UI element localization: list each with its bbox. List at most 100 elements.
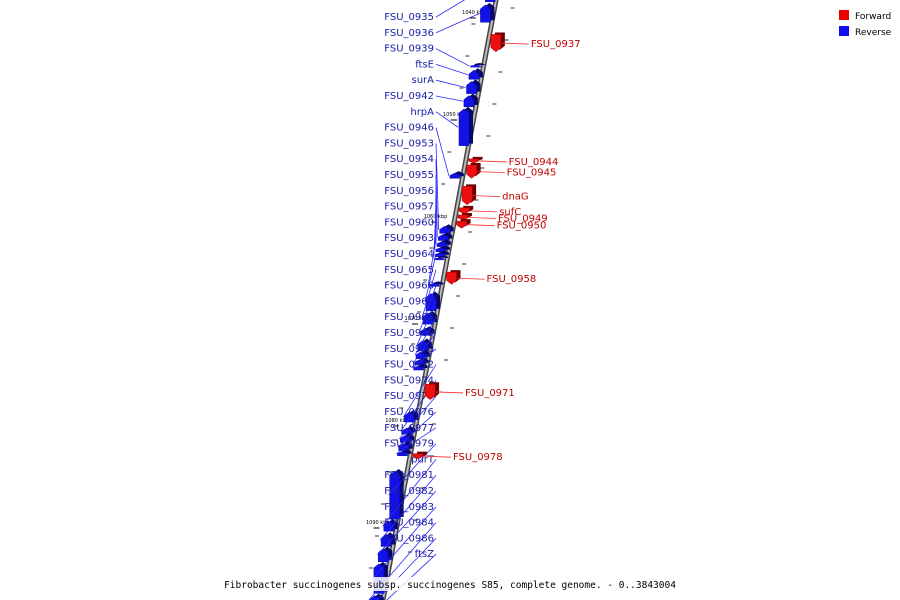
- gene-label[interactable]: FSU_0970: [384, 344, 434, 355]
- reverse-gene-FSU_0966[interactable]: FSU_0966: [384, 281, 437, 336]
- reverse-gene-FSU_0954[interactable]: FSU_0954: [384, 154, 453, 241]
- gene-label[interactable]: FSU_0983: [384, 502, 434, 513]
- reverse-gene-FSU_0982[interactable]: FSU_0982: [377, 486, 437, 563]
- forward-gene-FSU_0937[interactable]: FSU_0937: [490, 32, 581, 53]
- gene-label[interactable]: FSU_0957: [384, 202, 434, 213]
- reverse-gene-FSU_0946[interactable]: FSU_0946: [384, 123, 464, 179]
- gene-label[interactable]: FSU_0982: [384, 486, 434, 497]
- gene-leader-line: [397, 411, 437, 448]
- gene-leader-line: [435, 0, 466, 18]
- reverse-gene-FSU_0942[interactable]: FSU_0942: [384, 91, 478, 108]
- gene-label[interactable]: FSU_0975: [384, 391, 434, 402]
- gene-body: [433, 257, 445, 261]
- reverse-gene-FSU_0975[interactable]: FSU_0975: [384, 391, 437, 443]
- reverse-gene-FSU_0972[interactable]: FSU_0972: [384, 360, 437, 423]
- reverse-gene-ftsE[interactable]: ftsE: [415, 59, 483, 80]
- gene-label[interactable]: ftsZ: [415, 549, 434, 560]
- gene-label[interactable]: FSU_0960: [384, 217, 434, 228]
- gene-label[interactable]: FSU_0954: [384, 154, 434, 165]
- gene-leader-line: [470, 210, 498, 213]
- gene-label[interactable]: FSU_0946: [384, 123, 434, 134]
- gene-label[interactable]: FSU_0969: [384, 328, 434, 339]
- gene-label[interactable]: FSU_0977: [384, 423, 434, 434]
- gene-label[interactable]: FSU_0936: [384, 28, 434, 39]
- reverse-gene-FSU_0963[interactable]: FSU_0963: [384, 233, 444, 287]
- gene-body: [458, 207, 470, 215]
- reverse-gene-FSU_0986[interactable]: FSU_0986: [367, 533, 437, 600]
- gene-body: [437, 234, 449, 241]
- gene-label[interactable]: FSU_0964: [384, 249, 434, 260]
- gene-leader-line: [435, 79, 466, 88]
- forward-gene-FSU_0949[interactable]: FSU_0949: [457, 212, 548, 225]
- gene-label[interactable]: FSU_0965: [384, 265, 434, 276]
- forward-gene-FSU_0978[interactable]: FSU_0978: [412, 451, 503, 464]
- forward-gene-FSU_0945[interactable]: FSU_0945: [466, 163, 557, 179]
- reverse-gene-FSU_0968[interactable]: FSU_0968: [384, 312, 437, 360]
- forward-gene-FSU_0950[interactable]: FSU_0950: [456, 219, 547, 232]
- reverse-gene-FSU_0970[interactable]: FSU_0970: [384, 344, 437, 371]
- gene-leader-line: [376, 538, 437, 600]
- legend-item-reverse[interactable]: Reverse: [839, 26, 892, 38]
- gene-label[interactable]: ftsE: [415, 59, 434, 70]
- forward-gene-sufC[interactable]: sufC: [458, 205, 521, 218]
- gene-label[interactable]: FSU_0944: [509, 157, 559, 168]
- gene-body: [463, 95, 475, 108]
- reverse-gene-FSU_0981[interactable]: FSU_0981: [379, 470, 437, 547]
- gene-leader-line: [416, 301, 437, 346]
- gene-label[interactable]: FSU_0945: [507, 168, 557, 179]
- reverse-gene-FSU_0976[interactable]: FSU_0976: [384, 407, 437, 451]
- gene-label[interactable]: FSU_0976: [384, 407, 434, 418]
- gene-label[interactable]: FSU_0967: [384, 296, 434, 307]
- gene-label[interactable]: FSU_0968: [384, 312, 434, 323]
- gene-label[interactable]: FSU_0956: [384, 186, 434, 197]
- reverse-gene-FSU_0953[interactable]: FSU_0953: [384, 138, 454, 234]
- reverse-gene-FSU_0979[interactable]: FSU_0979: [384, 439, 437, 520]
- forward-gene-FSU_0958[interactable]: FSU_0958: [446, 270, 537, 285]
- gene-label[interactable]: FSU_0935: [384, 12, 434, 23]
- gene-label[interactable]: FSU_0974: [384, 375, 434, 386]
- gene-leader-line: [372, 506, 437, 579]
- gene-label[interactable]: FSU_0950: [497, 221, 547, 232]
- gene-label[interactable]: FSU_0953: [384, 138, 434, 149]
- forward-gene-FSU_0971[interactable]: FSU_0971: [424, 382, 515, 400]
- gene-body: [456, 220, 467, 229]
- reverse-gene-purT[interactable]: purT: [382, 454, 437, 532]
- gene-leader-line: [377, 490, 437, 556]
- gene-label[interactable]: dnaG: [502, 192, 529, 203]
- gene-label[interactable]: FSU_0958: [487, 274, 537, 285]
- reverse-gene-FSU_0977[interactable]: FSU_0977: [384, 423, 437, 456]
- gene-shadow: [474, 63, 485, 66]
- gene-label[interactable]: FSU_0981: [384, 470, 434, 481]
- gene-label[interactable]: FSU_0966: [384, 281, 434, 292]
- forward-gene-FSU_0944[interactable]: FSU_0944: [468, 156, 559, 168]
- reverse-gene-hrpA[interactable]: hrpA: [410, 107, 473, 146]
- gene-label[interactable]: FSU_0978: [453, 452, 503, 463]
- reverse-gene-FSU_0936[interactable]: FSU_0936: [384, 2, 495, 39]
- gene-label[interactable]: FSU_0942: [384, 91, 434, 102]
- gene-label[interactable]: FSU_0955: [384, 170, 434, 181]
- gene-label[interactable]: hrpA: [410, 107, 434, 118]
- reverse-gene-FSU_0967[interactable]: FSU_0967: [384, 296, 437, 351]
- reverse-gene-surA[interactable]: surA: [412, 75, 481, 94]
- gene-label[interactable]: purT: [411, 454, 435, 465]
- gene-label[interactable]: sufC: [499, 207, 521, 218]
- gene-label[interactable]: FSU_0979: [384, 439, 434, 450]
- gene-body: [389, 470, 400, 520]
- gene-label[interactable]: FSU_0937: [531, 39, 581, 50]
- gene-label[interactable]: FSU_0963: [384, 233, 434, 244]
- gene-label[interactable]: FSU_0949: [498, 214, 548, 225]
- gene-leader-line: [436, 391, 464, 394]
- gene-label[interactable]: FSU_0939: [384, 44, 434, 55]
- reverse-gene-FSU_0935[interactable]: FSU_0935: [384, 0, 499, 23]
- legend-item-forward[interactable]: Forward: [839, 10, 891, 22]
- gene-body: [399, 435, 411, 443]
- gene-label[interactable]: FSU_0971: [465, 388, 515, 399]
- gene-label[interactable]: surA: [412, 75, 435, 86]
- forward-gene-dnaG[interactable]: dnaG: [461, 184, 529, 206]
- gene-label[interactable]: FSU_0986: [384, 533, 434, 544]
- gene-body: [404, 411, 415, 423]
- gene-label[interactable]: FSU_0984: [384, 518, 434, 529]
- gene-body: [383, 520, 395, 532]
- reverse-gene-FSU_0939[interactable]: FSU_0939: [384, 44, 485, 68]
- gene-label[interactable]: FSU_0972: [384, 360, 434, 371]
